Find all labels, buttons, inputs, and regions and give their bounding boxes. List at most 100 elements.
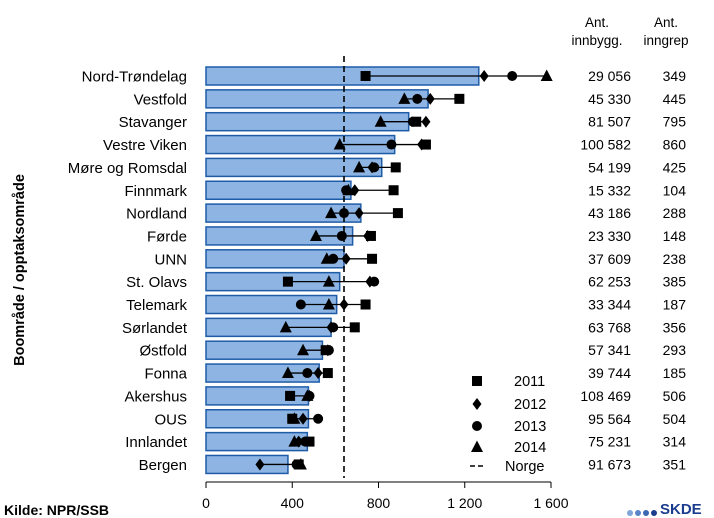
bar: [205, 249, 345, 269]
legend-label: 2012: [514, 397, 546, 413]
marker-2011: [367, 253, 378, 264]
inngrep-value: 385: [663, 274, 687, 290]
marker-2013: [313, 413, 324, 424]
legend-marker-2012: [472, 398, 482, 410]
count-table: 29 056 349 45 330 445 81 507 795 100 582 860 54 …: [580, 68, 686, 472]
category-label: Telemark: [126, 297, 187, 314]
legend-label: 2014: [514, 440, 546, 456]
bar: [205, 157, 383, 178]
x-tick-label: 0: [202, 495, 210, 511]
marker-2014: [333, 138, 346, 150]
inngrep-value: 425: [663, 159, 687, 175]
category-label: Stavanger: [119, 114, 187, 131]
marker-2014: [322, 275, 335, 287]
marker-2014: [309, 229, 322, 241]
marker-2011: [392, 208, 403, 219]
category-label: Førde: [147, 228, 187, 245]
inngrep-value: 445: [663, 91, 687, 107]
marker-2012: [341, 252, 351, 265]
header-innbyggere: innbygg.: [571, 33, 622, 48]
innbyggere-value: 37 609: [588, 251, 631, 267]
legend-marker-2013: [472, 421, 482, 431]
inngrep-value: 238: [663, 251, 687, 267]
bar-series: [205, 66, 480, 475]
marker-2012: [479, 70, 489, 82]
logo-dots-icon: [627, 510, 657, 516]
bar: [205, 89, 429, 109]
marker-2012: [339, 298, 349, 311]
marker-2013: [336, 230, 347, 241]
marker-2012: [298, 412, 308, 425]
category-label: Nord-Trøndelag: [82, 69, 187, 86]
innbyggere-value: 91 673: [588, 456, 631, 472]
marker-2011: [388, 185, 399, 196]
marker-2014: [281, 366, 294, 379]
year-markers: [255, 69, 553, 471]
x-tick-label: 1 600: [533, 495, 568, 511]
logo-text: SKDE: [660, 501, 702, 516]
innbyggere-value: 23 330: [588, 228, 631, 244]
innbyggere-value: 81 507: [588, 114, 631, 130]
legend-label: Norge: [505, 459, 545, 475]
marker-2012: [255, 458, 265, 471]
innbyggere-value: 57 341: [588, 342, 631, 358]
x-tick-label: 400: [281, 495, 305, 511]
category-label: Innlandet: [125, 434, 188, 451]
marker-2012: [363, 229, 373, 242]
x-axis: 0 400 800 1 200 1 600: [202, 481, 569, 511]
marker-2013: [339, 208, 349, 219]
category-label: Akershus: [124, 388, 187, 405]
marker-2014: [301, 389, 314, 401]
marker-2012: [417, 138, 427, 151]
marker-2012: [313, 367, 323, 380]
marker-2012: [421, 115, 431, 128]
marker-2013: [369, 276, 380, 287]
innbyggere-value: 95 564: [588, 411, 631, 427]
marker-2011: [285, 390, 296, 401]
marker-2013: [369, 162, 380, 173]
bar: [205, 180, 352, 200]
category-label: Østfold: [139, 343, 187, 360]
legend: 2011 2012 2013 2014 Norge: [470, 374, 546, 475]
marker-2013: [295, 299, 306, 310]
skde-logo: SKDE: [622, 495, 714, 516]
legend-label: 2013: [514, 419, 546, 435]
column-headers: Ant. innbygg. Ant. inngrep: [571, 15, 688, 48]
innbyggere-value: 62 253: [588, 274, 631, 290]
innbyggere-value: 33 344: [588, 297, 631, 313]
x-tick-label: 800: [367, 495, 391, 511]
inngrep-value: 187: [663, 297, 687, 313]
inngrep-value: 349: [663, 68, 687, 84]
category-label: Vestre Viken: [103, 137, 187, 154]
marker-2011: [360, 299, 371, 310]
range-lines: [259, 75, 547, 466]
header-inngrep: Ant.: [654, 15, 678, 30]
inngrep-value: 314: [663, 434, 687, 450]
category-label: Finnmark: [124, 183, 187, 200]
category-label: St. Olavs: [126, 274, 187, 291]
inngrep-value: 104: [663, 182, 687, 198]
inngrep-value: 356: [663, 319, 687, 335]
marker-2011: [349, 322, 360, 333]
category-label: Bergen: [139, 457, 187, 474]
marker-2014: [325, 206, 338, 219]
category-label: Fonna: [144, 366, 187, 383]
marker-2014: [353, 160, 366, 173]
inngrep-value: 351: [663, 456, 687, 472]
marker-2014: [294, 457, 307, 470]
innbyggere-value: 108 469: [580, 388, 631, 404]
legend-marker-2011: [472, 376, 482, 386]
marker-2011: [454, 93, 465, 104]
legend-marker-2014: [471, 440, 483, 452]
marker-2014: [297, 343, 310, 356]
marker-2014: [342, 183, 355, 196]
marker-2014: [320, 252, 333, 264]
x-tick-label: 1 200: [447, 495, 482, 511]
marker-2013: [328, 322, 339, 333]
category-label: Møre og Romsdal: [68, 160, 187, 177]
marker-2012: [425, 92, 435, 105]
category-labels: Nord-Trøndelag Vestfold Stavanger Vestre Vi…: [68, 69, 188, 474]
marker-2011: [390, 162, 401, 173]
inngrep-value: 795: [663, 114, 687, 130]
